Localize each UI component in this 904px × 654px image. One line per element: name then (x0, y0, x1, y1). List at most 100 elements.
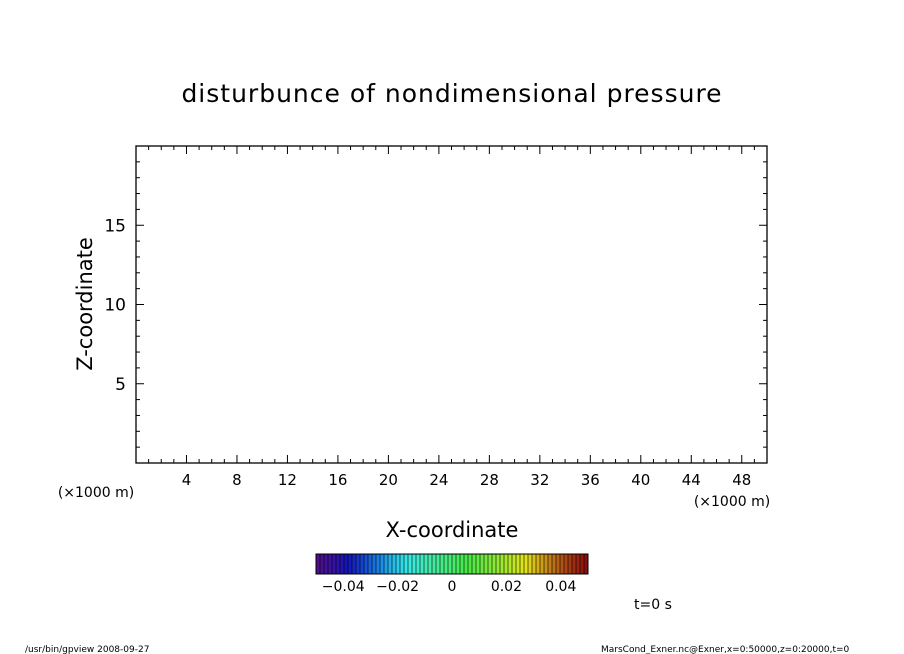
colorbar-segment (404, 554, 409, 574)
colorbar-segment (392, 554, 397, 574)
colorbar (315, 553, 589, 575)
colorbar-segment (320, 554, 325, 574)
colorbar-segment (428, 554, 433, 574)
x-axis-ticks: 4 8 12 16 20 24 28 32 36 40 44 48 (148, 146, 755, 489)
colorbar-segment (436, 554, 441, 574)
colorbar-segment (440, 554, 445, 574)
colorbar-segment (364, 554, 369, 574)
colorbar-segment (332, 554, 337, 574)
colorbar-segment (584, 554, 589, 574)
colorbar-segment (540, 554, 545, 574)
colorbar-segment (408, 554, 413, 574)
x-tick-label: 12 (278, 471, 297, 489)
colorbar-segment (420, 554, 425, 574)
colorbar-segment (372, 554, 377, 574)
colorbar-segment (544, 554, 549, 574)
colorbar-tick-label: 0.04 (545, 579, 576, 595)
colorbar-segment (416, 554, 421, 574)
colorbar-segment (400, 554, 405, 574)
colorbar-segment (444, 554, 449, 574)
colorbar-segment (460, 554, 465, 574)
y-tick-label: 5 (115, 375, 126, 395)
colorbar-segment (552, 554, 557, 574)
x-tick-label: 32 (530, 471, 549, 489)
colorbar-segment (500, 554, 505, 574)
colorbar-segment (572, 554, 577, 574)
colorbar-segment (556, 554, 561, 574)
plot-frame (135, 145, 768, 464)
colorbar-segment (396, 554, 401, 574)
x-tick-label: 16 (328, 471, 347, 489)
colorbar-segment (360, 554, 365, 574)
colorbar-segment (508, 554, 513, 574)
colorbar-segment (548, 554, 553, 574)
colorbar-segment (384, 554, 389, 574)
colorbar-segment (424, 554, 429, 574)
x-tick-label: 4 (182, 471, 192, 489)
x-tick-label: 8 (232, 471, 242, 489)
colorbar-segment (516, 554, 521, 574)
time-label: t=0 s (634, 597, 672, 613)
colorbar-segment (328, 554, 333, 574)
colorbar-segment (388, 554, 393, 574)
colorbar-segment (368, 554, 373, 574)
colorbar-segment (488, 554, 493, 574)
colorbar-segment (580, 554, 585, 574)
colorbar-segment (316, 554, 321, 574)
colorbar-segment (560, 554, 565, 574)
colorbar-segment (532, 554, 537, 574)
colorbar-segment (528, 554, 533, 574)
colorbar-segment (356, 554, 361, 574)
colorbar-segment (344, 554, 349, 574)
x-tick-label: 44 (682, 471, 701, 489)
colorbar-tick-label: −0.02 (376, 579, 419, 595)
y-tick-label: 10 (104, 296, 126, 316)
colorbar-segment (464, 554, 469, 574)
colorbar-segment (484, 554, 489, 574)
x-unit-left: (×1000 m) (58, 485, 134, 501)
colorbar-segment (480, 554, 485, 574)
x-tick-label: 20 (379, 471, 398, 489)
colorbar-segment (380, 554, 385, 574)
colorbar-segment (336, 554, 341, 574)
colorbar-segment (340, 554, 345, 574)
x-tick-label: 36 (581, 471, 600, 489)
x-tick-label: 48 (732, 471, 751, 489)
colorbar-segment (536, 554, 541, 574)
colorbar-segment (564, 554, 569, 574)
colorbar-segment (504, 554, 509, 574)
y-axis-label: Z-coordinate (73, 237, 97, 371)
colorbar-segment (576, 554, 581, 574)
colorbar-tick-label: −0.04 (322, 579, 365, 595)
x-tick-label: 24 (429, 471, 448, 489)
colorbar-segment (512, 554, 517, 574)
x-tick-label: 28 (480, 471, 499, 489)
colorbar-segment (520, 554, 525, 574)
colorbar-segment (456, 554, 461, 574)
footer-left: /usr/bin/gpview 2008-09-27 (25, 645, 149, 654)
colorbar-segment (448, 554, 453, 574)
colorbar-tick-label: 0 (448, 579, 457, 595)
colorbar-segment (412, 554, 417, 574)
colorbar-segment (452, 554, 457, 574)
x-unit-right: (×1000 m) (694, 494, 770, 510)
colorbar-tick-label: 0.02 (491, 579, 522, 595)
colorbar-segment (324, 554, 329, 574)
x-axis-label: X-coordinate (386, 518, 519, 542)
footer-right: MarsCond_Exner.nc@Exner,x=0:50000,z=0:20… (601, 645, 850, 654)
colorbar-segment (496, 554, 501, 574)
colorbar-frame (315, 553, 589, 575)
colorbar-segment (492, 554, 497, 574)
y-axis-ticks: 5 10 15 (104, 161, 767, 448)
colorbar-segment (468, 554, 473, 574)
chart-title: disturbunce of nondimensional pressure (181, 79, 722, 108)
colorbar-segment (524, 554, 529, 574)
colorbar-tick-labels: −0.04 −0.02 0 0.02 0.04 (322, 579, 577, 595)
colorbar-segment (348, 554, 353, 574)
colorbar-segment (476, 554, 481, 574)
colorbar-segment (432, 554, 437, 574)
colorbar-segment (472, 554, 477, 574)
colorbar-segment (352, 554, 357, 574)
colorbar-segment (568, 554, 573, 574)
